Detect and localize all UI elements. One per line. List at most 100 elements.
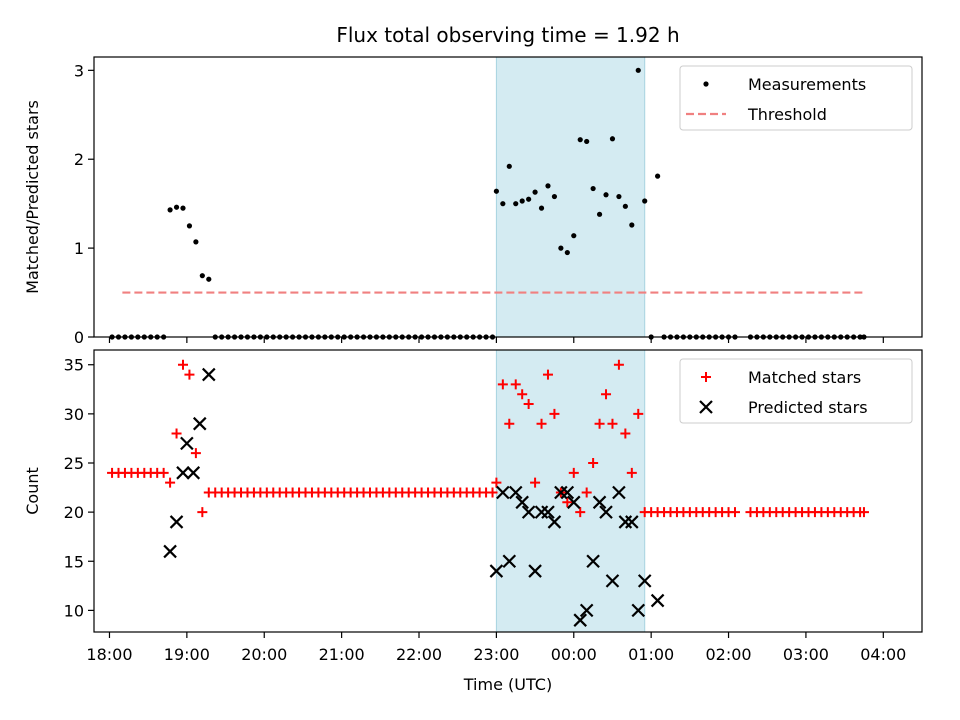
- predicted-star-point: [176, 466, 190, 480]
- matched-star-point: [510, 379, 521, 390]
- matched-star-point: [613, 359, 624, 370]
- measurement-point: [616, 193, 622, 200]
- measurement-point: [199, 273, 205, 279]
- matched-star-point: [607, 418, 618, 429]
- measurement-point: [506, 163, 512, 169]
- measurement-point: [584, 138, 590, 145]
- matched-star-point: [536, 418, 547, 429]
- shaded-interval: [495, 56, 646, 338]
- measurement-point: [167, 207, 173, 213]
- matched-star-point: [601, 389, 612, 400]
- predicted-star-point: [631, 603, 646, 618]
- matched-star-point: [158, 467, 169, 478]
- matched-star-point: [504, 418, 515, 429]
- matched-star-point: [626, 467, 637, 478]
- matched-star-point: [542, 369, 553, 380]
- predicted-star-point: [496, 485, 510, 500]
- y-tick-label: 30: [64, 405, 84, 424]
- measurement-point: [642, 198, 648, 204]
- legend-marker-plus: [701, 372, 711, 382]
- x-tick-label: 23:00: [473, 645, 519, 664]
- predicted-star-point: [202, 367, 216, 382]
- x-tick-label: 20:00: [241, 645, 287, 664]
- y-tick-label: 3: [74, 61, 84, 80]
- matched-star-point: [184, 369, 195, 380]
- legend-label: Matched stars: [748, 368, 861, 387]
- measurement-point: [173, 204, 180, 210]
- predicted-star-point: [605, 574, 620, 588]
- matched-star-point: [517, 389, 528, 400]
- predicted-star-point: [560, 485, 575, 500]
- measurement-point: [180, 205, 186, 211]
- bottom-y-axis-label: Count: [23, 467, 42, 515]
- matched-star-point: [562, 497, 573, 508]
- x-axis-label: Time (UTC): [463, 675, 552, 694]
- matched-star-point: [190, 448, 201, 459]
- matched-star-point: [487, 487, 498, 498]
- predicted-star-point: [502, 554, 517, 569]
- measurement-point: [655, 173, 661, 179]
- matched-star-point: [530, 477, 541, 488]
- matched-star-point: [549, 408, 560, 419]
- predicted-star-point: [541, 505, 555, 519]
- predicted-star-point: [612, 485, 626, 500]
- measurement-point: [590, 185, 596, 192]
- matched-star-point: [729, 507, 740, 518]
- measurement-point: [526, 196, 532, 202]
- predicted-star-point: [163, 544, 177, 559]
- predicted-star-point: [637, 574, 652, 588]
- measurement-point: [186, 223, 193, 229]
- x-tick-label: 01:00: [628, 645, 674, 664]
- predicted-star-point: [547, 515, 562, 529]
- bottom-legend: Matched stars Predicted stars: [679, 358, 913, 424]
- x-tick-label: 21:00: [319, 645, 365, 664]
- top-axes-frame: [93, 56, 923, 338]
- predicted-star-point: [566, 495, 581, 510]
- matched-star-point: [588, 457, 599, 468]
- matched-star-point: [858, 507, 869, 518]
- x-tick-label: 18:00: [86, 645, 132, 664]
- measurement-point: [596, 211, 603, 217]
- measurement-point: [571, 233, 577, 239]
- top-y-axis-label: Matched/Predicted stars: [23, 100, 42, 294]
- chart-title: Flux total observing time = 1.92 h: [336, 23, 679, 47]
- measurement-point: [551, 193, 558, 200]
- y-tick-label: 15: [64, 552, 84, 571]
- predicted-star-point: [650, 593, 665, 608]
- measurement-point: [635, 67, 641, 73]
- predicted-star-point: [599, 505, 613, 519]
- predicted-star-point: [625, 515, 639, 529]
- measurement-point: [564, 249, 570, 256]
- measurement-point: [519, 198, 525, 204]
- y-tick-label: 10: [64, 601, 84, 620]
- y-tick-label: 2: [74, 150, 84, 169]
- x-tick-label: 22:00: [396, 645, 442, 664]
- x-tick-label: 19:00: [164, 645, 210, 664]
- measurement-point: [609, 136, 616, 142]
- measurement-point: [629, 222, 635, 228]
- measurement-point: [532, 189, 538, 195]
- predicted-star-point: [515, 495, 529, 510]
- predicted-star-point: [528, 564, 542, 578]
- predicted-star-point: [592, 495, 607, 510]
- predicted-star-point: [489, 564, 504, 578]
- legend-frame: [679, 65, 913, 131]
- predicted-star-point: [192, 416, 207, 431]
- matched-star-point: [171, 428, 182, 439]
- measurement-point: [500, 201, 506, 207]
- x-tick-label: 00:00: [551, 645, 597, 664]
- x-tick-label: 04:00: [860, 645, 906, 664]
- measurement-point: [513, 201, 519, 207]
- matched-star-point: [633, 408, 644, 419]
- matched-star-point: [620, 428, 631, 439]
- y-tick-label: 20: [64, 503, 84, 522]
- predicted-star-point: [169, 515, 184, 529]
- x-tick-label: 02:00: [705, 645, 751, 664]
- legend-label: Threshold: [747, 105, 827, 124]
- x-tick-label: 03:00: [783, 645, 829, 664]
- measurement-point: [545, 183, 551, 189]
- matched-star-point: [575, 507, 586, 518]
- y-tick-label: 0: [74, 328, 84, 347]
- measurement-point: [493, 188, 499, 194]
